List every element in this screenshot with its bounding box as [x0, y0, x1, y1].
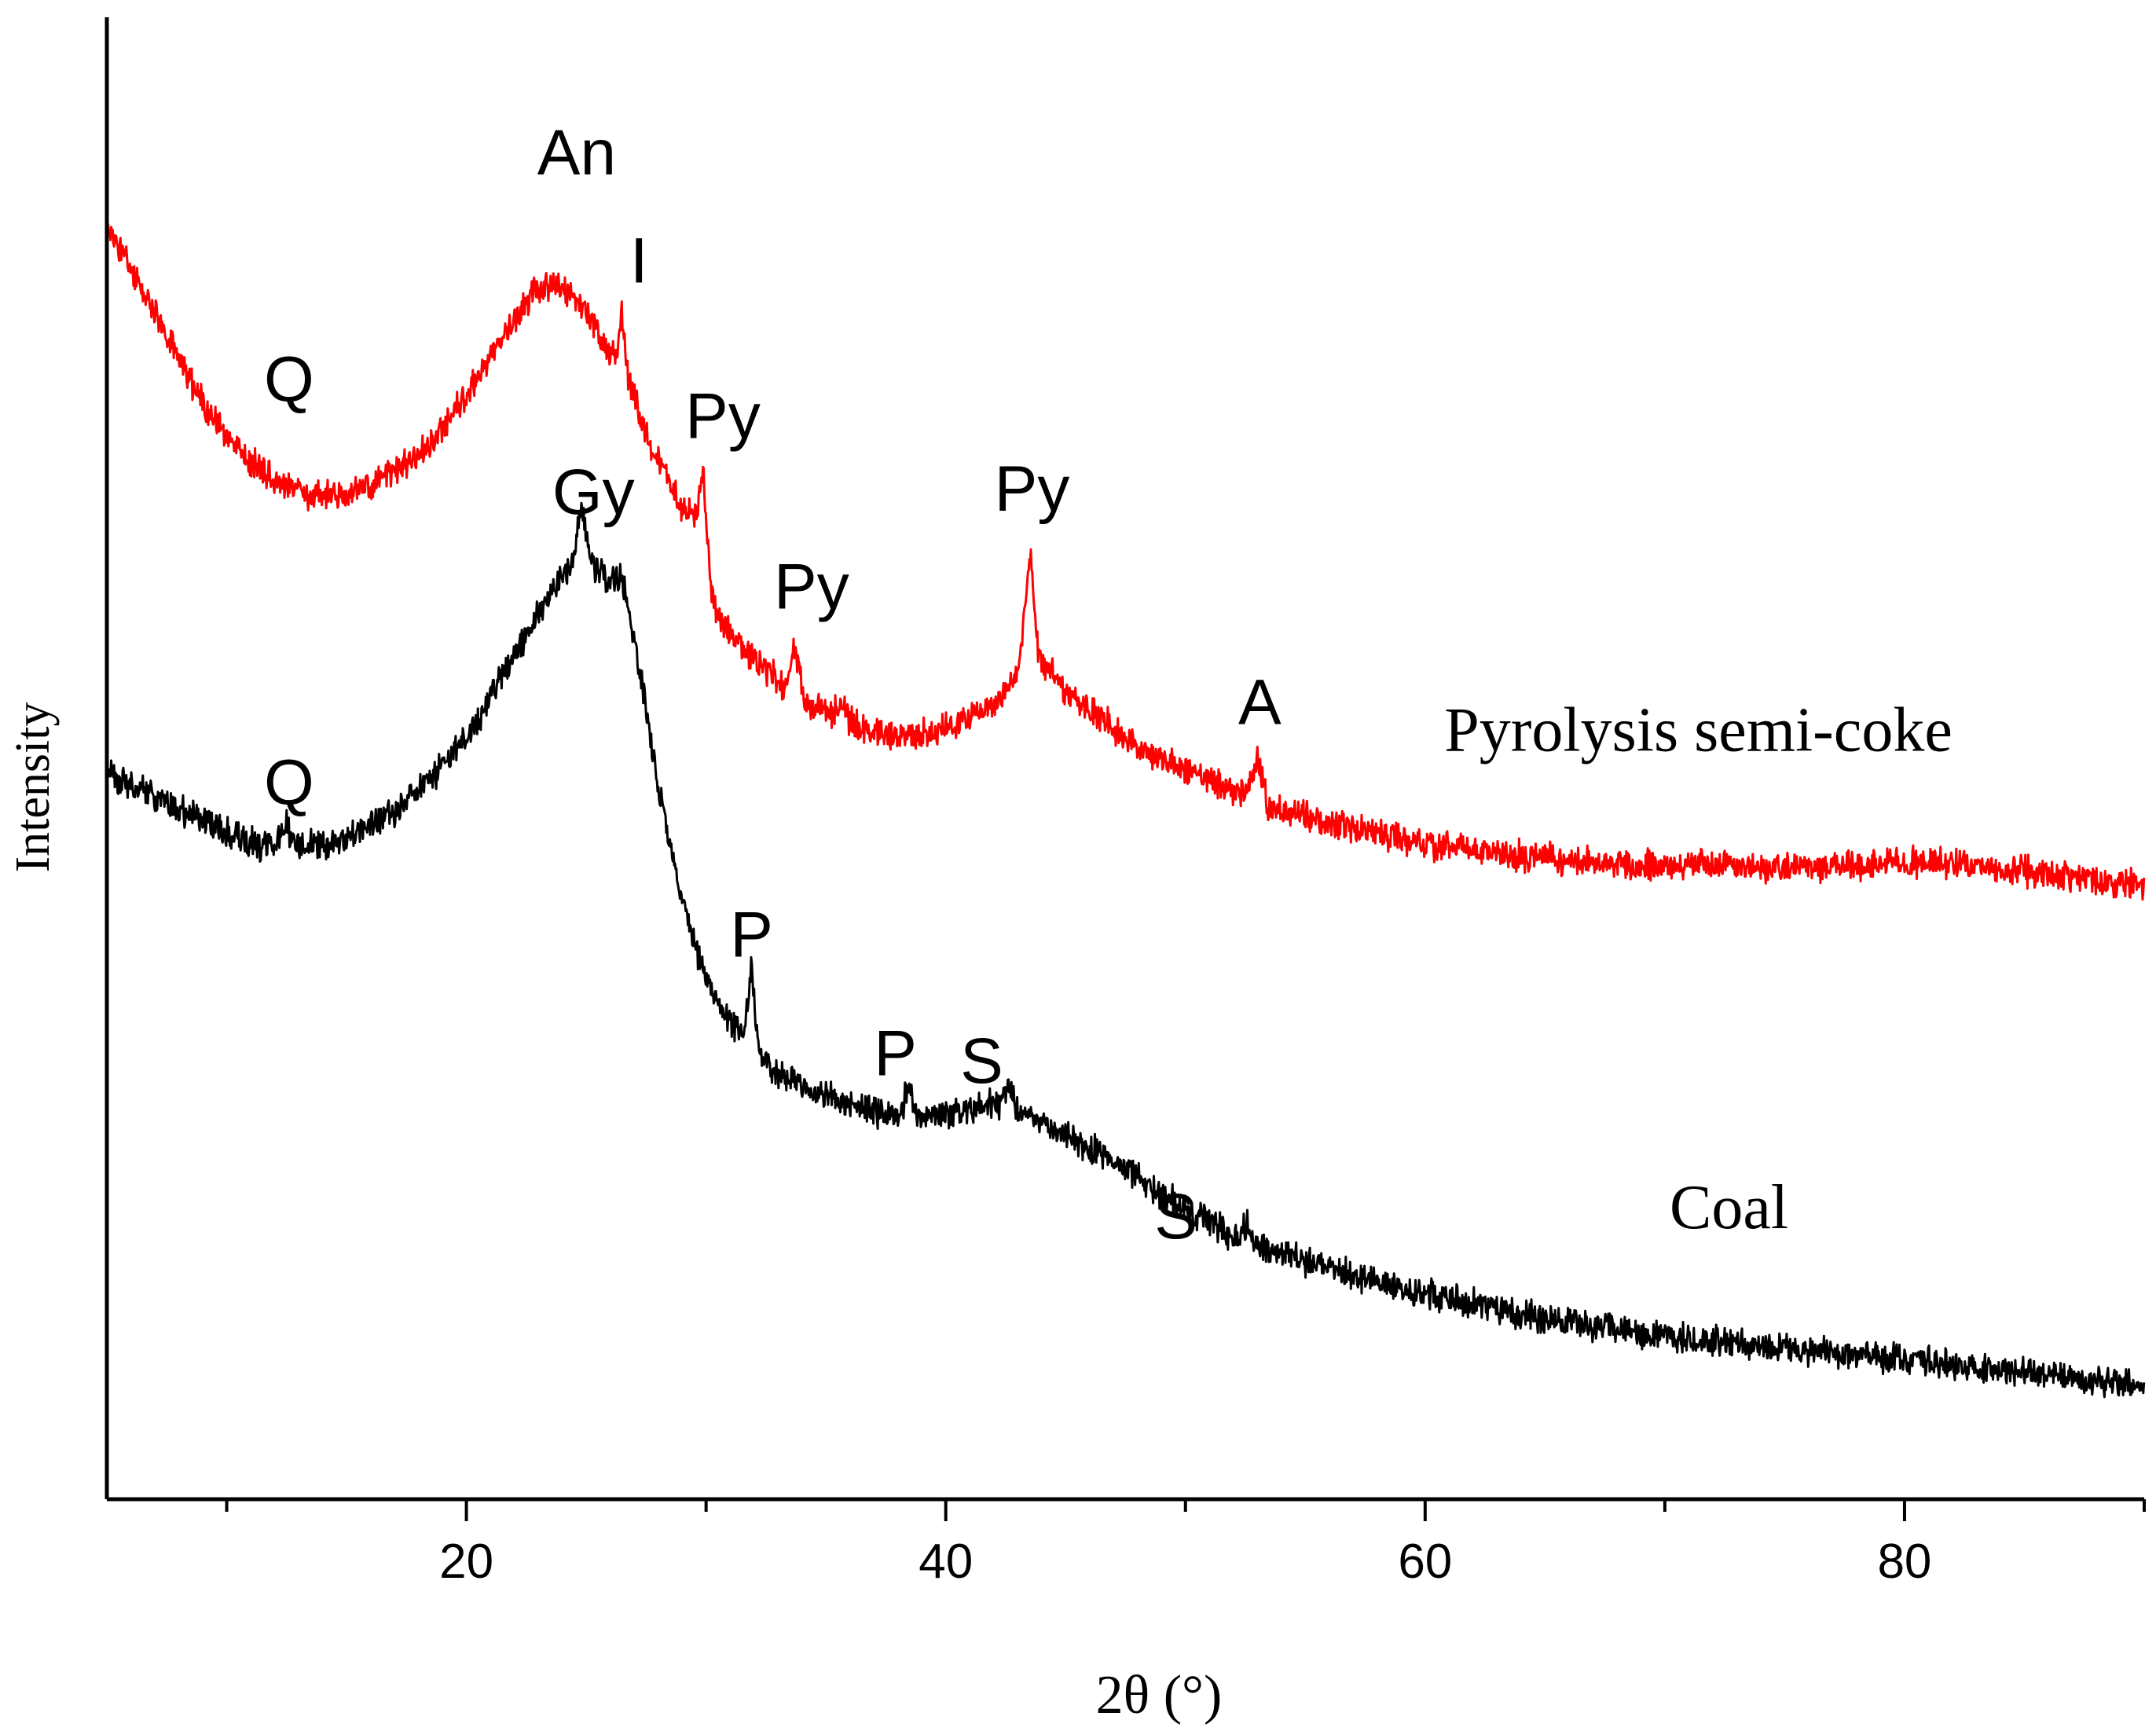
peak-label-an-1: An	[537, 117, 616, 189]
peak-label-q-7: Q	[264, 746, 314, 818]
x-tick-label-40: 40	[918, 1535, 973, 1589]
series-label-pyrolysis-semi-coke: Pyrolysis semi-coke	[1444, 696, 1952, 765]
peak-label-a-6: A	[1238, 667, 1282, 739]
x-tick-label-20: 20	[439, 1535, 493, 1589]
series-layer	[105, 218, 2146, 1399]
peak-label-q-0: Q	[264, 343, 314, 415]
peak-label-p-9: P	[730, 900, 773, 971]
series-line-pyrolysis-semi-coke	[105, 218, 2146, 901]
series-label-coal: Coal	[1670, 1173, 1788, 1242]
x-tick-label-80: 80	[1877, 1535, 1931, 1589]
x-tick-label-60: 60	[1398, 1535, 1452, 1589]
y-axis-title: Intensity	[6, 702, 60, 873]
peak-label-p-10: P	[874, 1018, 917, 1090]
peak-label-gy-8: Gy	[552, 457, 635, 528]
peak-label-s-11: S	[960, 1025, 1003, 1097]
peak-label-py-5: Py	[995, 453, 1070, 525]
peak-label-py-3: Py	[685, 381, 761, 453]
series-line-coal	[105, 501, 2146, 1399]
peak-label-s-12: S	[1154, 1181, 1197, 1252]
peak-label-i-2: I	[630, 226, 648, 297]
axes-layer	[104, 17, 2144, 1502]
x-axis-title: 2θ (°)	[1096, 1665, 1223, 1725]
tick-layer: 20 40 60 80	[225, 1499, 2146, 1589]
peak-label-py-4: Py	[774, 552, 849, 623]
series-label-layer: Pyrolysis semi-coke Coal	[1444, 696, 1952, 1242]
